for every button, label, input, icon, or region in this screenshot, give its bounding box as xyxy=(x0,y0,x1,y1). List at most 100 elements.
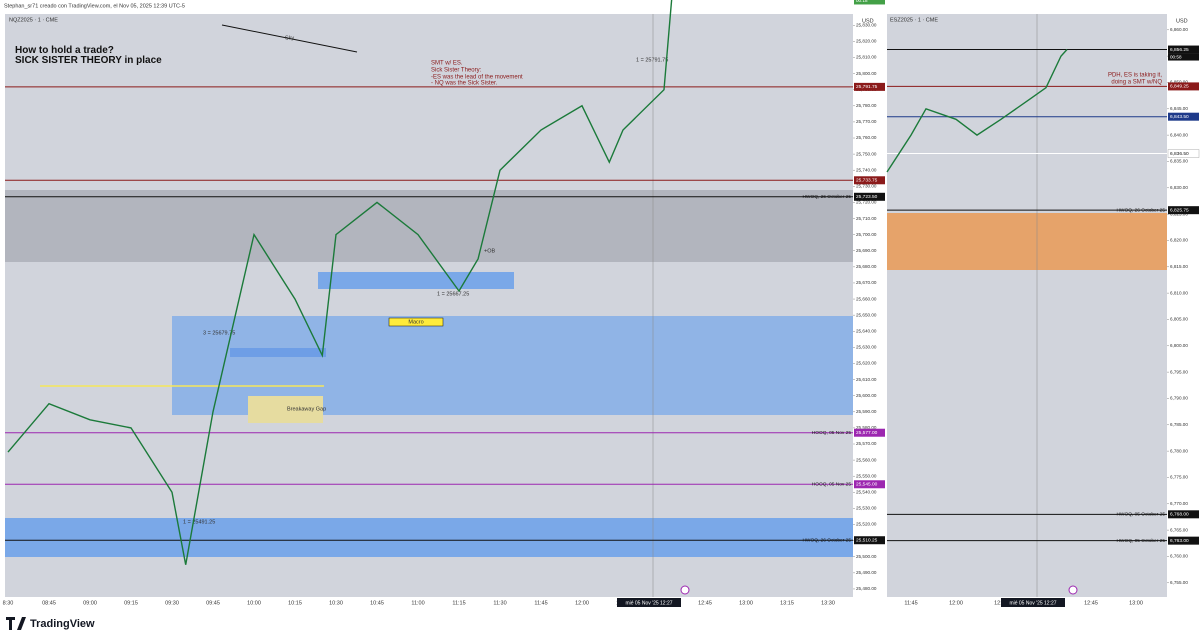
zone-orange xyxy=(887,213,1167,270)
y-tick-label: 25,650.00 xyxy=(856,312,877,317)
y-tick-label: 25,810.00 xyxy=(856,55,877,60)
price-badge-label: 6,856.25 xyxy=(1170,47,1189,53)
y-tick-label: 6,770.00 xyxy=(1170,501,1188,506)
y-tick-label: 25,620.00 xyxy=(856,361,877,366)
price-badge xyxy=(1168,206,1199,215)
x-tick-label: 11:15 xyxy=(452,600,465,606)
y-tick-label: 25,740.00 xyxy=(856,167,877,172)
x-tick-label: 10:45 xyxy=(370,600,384,606)
price-badge xyxy=(1168,45,1199,54)
y-tick-label: 25,540.00 xyxy=(856,490,877,495)
zone-gray xyxy=(5,190,853,262)
y-tick-label: 25,570.00 xyxy=(856,441,877,446)
y-tick-label: 25,600.00 xyxy=(856,393,877,398)
price-badge xyxy=(1168,82,1199,91)
y-tick-label: 25,830.00 xyxy=(856,22,877,27)
price-badge-label: 25,791.75 xyxy=(856,84,878,90)
y-tick-label: 6,850.00 xyxy=(1170,80,1188,85)
price-axis xyxy=(853,14,885,631)
y-tick-label: 25,530.00 xyxy=(856,506,877,511)
logo-icon xyxy=(6,617,26,630)
x-tick-label: 11:00 xyxy=(411,600,424,606)
x-tick-label: 11:30 xyxy=(493,600,506,606)
x-tick-label: 13:00 xyxy=(1129,600,1143,606)
x-tick-label: 09:15 xyxy=(124,600,138,606)
y-tick-label: 25,710.00 xyxy=(856,216,877,221)
y-tick-label: 25,590.00 xyxy=(856,409,877,414)
price-badge-label: 25,723.50 xyxy=(856,194,878,200)
nq-panel xyxy=(5,14,885,631)
y-tick-label: 6,810.00 xyxy=(1170,290,1188,295)
price-badge xyxy=(1167,149,1200,158)
price-line xyxy=(7,0,673,565)
zone-blue-low xyxy=(5,518,853,557)
logo: TradingView xyxy=(30,618,95,630)
y-tick-label: 25,800.00 xyxy=(856,71,877,76)
smt-note: - NQ was the Sick Sister. xyxy=(431,81,498,87)
price-badge-label: 6,768.00 xyxy=(1170,512,1189,518)
y-tick-label: 25,770.00 xyxy=(856,119,877,124)
price-badge-label: 6,763.00 xyxy=(1170,538,1189,544)
y-tick-label: 25,490.00 xyxy=(856,570,877,575)
mark-label: 1 = 25667.25 xyxy=(437,291,469,297)
y-tick-label: 6,790.00 xyxy=(1170,396,1188,401)
y-tick-label: 6,780.00 xyxy=(1170,448,1188,453)
x-tick-label: 12:45 xyxy=(1084,600,1098,606)
y-tick-label: 25,680.00 xyxy=(856,264,877,269)
y-tick-label: 25,820.00 xyxy=(856,39,877,44)
price-badge xyxy=(854,82,885,91)
y-tick-label: 6,830.00 xyxy=(1170,185,1188,190)
level-note: HWOQ, 05 October 25 xyxy=(1116,512,1165,518)
price-badge xyxy=(854,480,885,489)
y-tick-label: 25,750.00 xyxy=(856,151,877,156)
y-tick-label: 25,550.00 xyxy=(856,473,877,478)
y-tick-label: 6,800.00 xyxy=(1170,343,1188,348)
es-note: doing a SMT w/NQ xyxy=(1111,80,1162,86)
event-icon xyxy=(680,585,690,595)
price-badge xyxy=(1168,510,1199,519)
gap-box xyxy=(248,396,323,423)
x-tick-label: 09:00 xyxy=(83,600,97,606)
x-tick-label: 10:15 xyxy=(288,600,302,606)
level-note: HWOQ, 05 October 25 xyxy=(1116,538,1165,544)
macro-label: Macro xyxy=(408,319,423,325)
y-tick-label: 25,700.00 xyxy=(856,232,877,237)
x-tick-label: 13:00 xyxy=(739,600,753,606)
y-tick-label: 6,840.00 xyxy=(1170,132,1188,137)
smt-note: Sick Sister Theory: xyxy=(431,68,482,74)
gap-label: Breakaway Gap xyxy=(287,406,326,412)
price-badge-label: 6,843.50 xyxy=(1170,114,1189,120)
smt-note: -ES was the lead of the movement xyxy=(431,75,523,81)
cursor-time: mié 05 Nov '25 12:27 xyxy=(1009,600,1056,606)
y-tick-label: 25,580.00 xyxy=(856,425,877,430)
price-badge xyxy=(1168,536,1199,545)
y-tick-label: 6,785.00 xyxy=(1170,422,1188,427)
x-tick-label: 13:15 xyxy=(780,600,794,606)
x-tick-label: 11:45 xyxy=(904,600,917,606)
y-tick-label: 6,760.00 xyxy=(1170,554,1188,559)
event-icon xyxy=(1068,585,1078,595)
cursor-time: mié 05 Nov '25 12:27 xyxy=(625,600,672,606)
y-tick-label: 6,795.00 xyxy=(1170,369,1188,374)
x-tick-label: 10:00 xyxy=(247,600,261,606)
y-tick-label: 6,805.00 xyxy=(1170,317,1188,322)
cursor-box xyxy=(617,598,681,607)
y-tick-label: 25,610.00 xyxy=(856,377,877,382)
plot-area xyxy=(5,14,853,597)
y-tick-label: 6,765.00 xyxy=(1170,527,1188,532)
trend-line xyxy=(221,24,358,53)
price-badge-label: 25,510.25 xyxy=(856,537,878,543)
level-note: HOOQ, 05 Nov 25 xyxy=(812,430,852,436)
ob-label: +OB xyxy=(484,248,495,254)
y-tick-label: 6,815.00 xyxy=(1170,264,1188,269)
headline: How to hold a trade? xyxy=(15,45,114,56)
countdown-box xyxy=(1168,53,1199,61)
x-tick-label: 09:45 xyxy=(206,600,220,606)
y-tick-label: 25,760.00 xyxy=(856,135,877,140)
zone-ob xyxy=(318,272,514,289)
y-tick-label: 6,820.00 xyxy=(1170,238,1188,243)
countdown-box xyxy=(854,0,885,5)
price-badge xyxy=(854,536,885,545)
mark-label: 3 = 25679.75 xyxy=(203,330,235,336)
